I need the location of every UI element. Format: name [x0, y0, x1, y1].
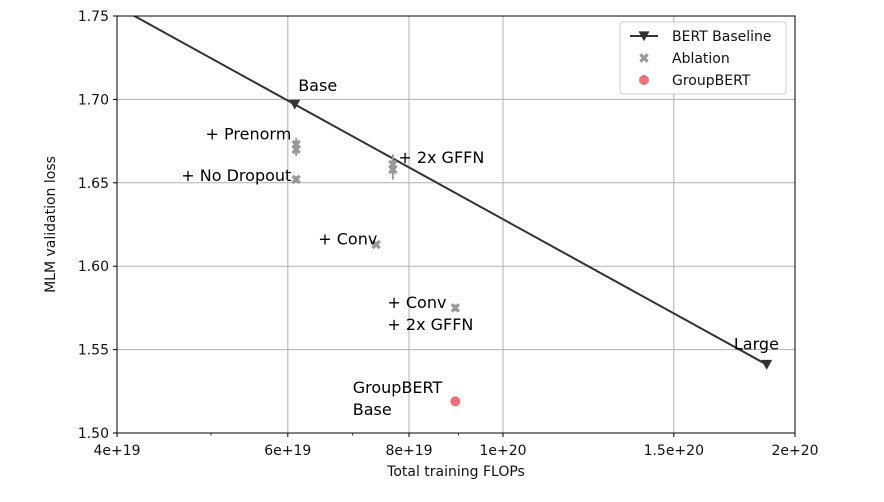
- groupbert-point: [450, 396, 461, 407]
- x-tick-label: 6e+19: [264, 443, 311, 459]
- y-tick-label: 1.70: [78, 92, 109, 108]
- ablation-point: [291, 144, 301, 155]
- y-tick-label: 1.65: [78, 176, 109, 192]
- point-annotation: + Prenorm: [206, 124, 292, 143]
- annotation-line: + 2x GFFN: [387, 315, 473, 334]
- x-tick-label: 1.5e+20: [644, 443, 704, 459]
- ablation-point: [450, 303, 461, 313]
- point-annotation: + Conv + 2x GFFN: [387, 293, 473, 334]
- point-annotation: Base: [298, 76, 337, 95]
- annotation-line: Base: [298, 76, 337, 95]
- annotation-line: + No Dropout: [181, 166, 291, 185]
- axis-ticks: 4e+19 6e+19 8e+19 1e+20 1.5e+20 2e+20 1.50 1.55…: [78, 9, 819, 459]
- y-tick-label: 1.55: [78, 343, 109, 359]
- x-tick-label: 1e+20: [479, 443, 526, 459]
- legend-triangle-marker: [638, 31, 650, 42]
- annotation-line: + Conv: [318, 230, 377, 249]
- x-tick-label: 8e+19: [385, 443, 432, 459]
- plot-frame: [116, 15, 796, 434]
- annotation-line: Base: [353, 400, 392, 419]
- legend-x-marker: [639, 53, 649, 63]
- y-tick-label: 1.75: [78, 9, 109, 25]
- point-annotation: GroupBERT Base: [353, 378, 443, 419]
- point-annotation: + 2x GFFN: [398, 148, 484, 167]
- bert-baseline-line: [132, 16, 768, 366]
- legend-label: GroupBERT: [672, 73, 751, 89]
- legend: BERT Baseline Ablation GroupBERT: [619, 21, 787, 95]
- legend-circle-marker: [639, 75, 649, 85]
- bert-baseline-point: [761, 359, 773, 370]
- ablation-point: [291, 174, 301, 185]
- point-annotation: + Conv: [318, 230, 377, 249]
- plot-series: [132, 16, 773, 407]
- point-annotations: Base + Prenorm + 2x GFFN + No Dropout + Conv…: [181, 76, 779, 419]
- y-tick-label: 1.50: [78, 426, 109, 442]
- annotation-line: + 2x GFFN: [398, 148, 484, 167]
- y-tick-label: 1.60: [78, 259, 109, 275]
- legend-frame: [619, 21, 787, 95]
- x-tick-label: 2e+20: [771, 443, 818, 459]
- point-annotation: + No Dropout: [181, 166, 291, 185]
- annotation-line: + Prenorm: [206, 124, 292, 143]
- legend-label: BERT Baseline: [672, 29, 772, 45]
- ablation-point: [388, 164, 398, 175]
- bert-baseline-series: [132, 16, 768, 366]
- annotation-line: + Conv: [387, 293, 446, 312]
- x-axis-title: Total training FLOPs: [386, 464, 525, 480]
- point-annotation: Large: [734, 335, 779, 354]
- annotation-line: Large: [734, 335, 779, 354]
- ablation-point: [371, 239, 381, 250]
- x-tick-label: 4e+19: [93, 443, 140, 459]
- legend-label: Ablation: [672, 51, 730, 67]
- annotation-line: GroupBERT: [353, 378, 443, 397]
- bert-baseline-point: [289, 99, 301, 110]
- y-axis-title: MLM validation loss: [43, 156, 59, 293]
